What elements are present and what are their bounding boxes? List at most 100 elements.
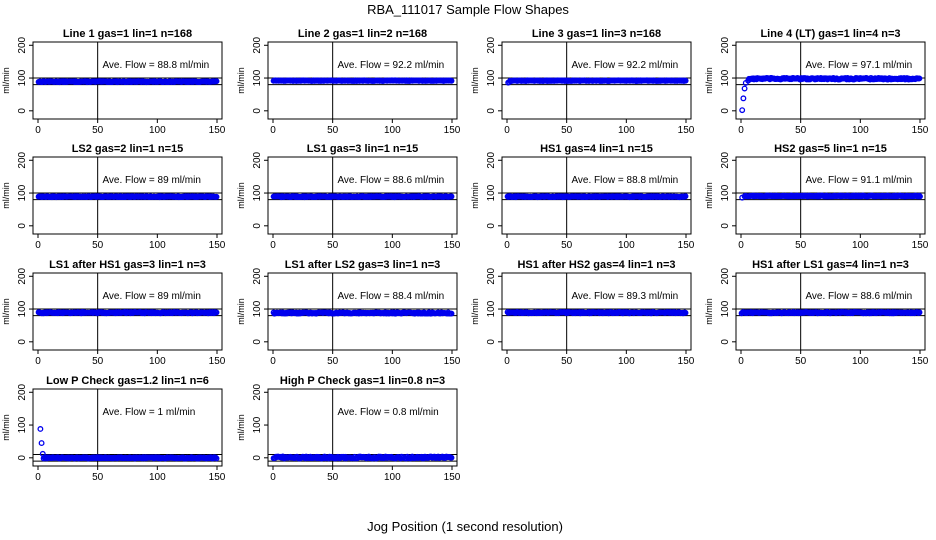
y-tick-label: 200 [486, 267, 497, 284]
y-tick-label: 200 [252, 383, 263, 400]
y-tick-label: 0 [17, 455, 28, 461]
ave-flow-annotation: Ave. Flow = 0.8 ml/min [337, 407, 438, 418]
panel: HS1 after HS2 gas=4 lin=1 n=3 0 50 100 150 0 1… [470, 259, 695, 367]
y-tick-label: 0 [252, 339, 263, 345]
x-tick-label: 150 [912, 240, 929, 251]
panel-title: LS2 gas=2 lin=1 n=15 [72, 143, 184, 155]
x-tick-label: 100 [852, 240, 869, 251]
plot-frame [267, 272, 458, 351]
data-point [682, 309, 689, 316]
x-tick-label: 50 [327, 356, 339, 367]
x-tick-label: 50 [795, 125, 807, 136]
data-points [739, 192, 923, 201]
y-tick-label: 100 [252, 184, 263, 201]
x-tick-label: 100 [852, 356, 869, 367]
panel: LS1 after HS1 gas=3 lin=1 n=3 0 50 100 150 0 1… [1, 259, 226, 367]
ave-flow-annotation: Ave. Flow = 88.8 ml/min [102, 60, 209, 71]
y-tick-label: 0 [486, 108, 497, 114]
x-tick-label: 50 [92, 356, 104, 367]
y-axis-label: ml/min [1, 414, 11, 441]
panel-title: Line 3 gas=1 lin=3 n=168 [532, 28, 661, 40]
y-axis-label: ml/min [704, 67, 714, 94]
x-tick-label: 100 [618, 240, 635, 251]
panel: LS2 gas=2 lin=1 n=15 0 50 100 150 0 100 200 ml/m… [1, 143, 226, 251]
x-tick-label: 100 [149, 125, 166, 136]
x-tick-label: 0 [504, 356, 510, 367]
y-axis-label: ml/min [470, 298, 480, 325]
x-tick-label: 100 [618, 356, 635, 367]
plot-frame [501, 41, 692, 120]
x-tick-label: 50 [327, 472, 339, 483]
x-tick-label: 0 [35, 125, 41, 136]
y-axis-label: ml/min [1, 298, 11, 325]
x-tick-label: 0 [270, 125, 276, 136]
panel-title: Line 1 gas=1 lin=1 n=168 [63, 28, 192, 40]
data-point [739, 107, 746, 114]
y-tick-label: 100 [720, 184, 731, 201]
ave-flow-annotation: Ave. Flow = 89.3 ml/min [571, 291, 678, 302]
y-tick-label: 200 [17, 36, 28, 53]
data-points [270, 309, 455, 317]
data-points [505, 77, 689, 86]
data-point [682, 193, 689, 200]
y-tick-label: 100 [17, 416, 28, 433]
y-tick-label: 200 [720, 151, 731, 168]
panel: Line 2 gas=1 lin=2 n=168 0 50 100 150 0 100 200… [236, 28, 461, 136]
plot-frame [267, 156, 458, 235]
x-tick-label: 0 [35, 472, 41, 483]
y-tick-label: 0 [252, 455, 263, 461]
data-point [212, 454, 219, 461]
y-tick-label: 100 [17, 300, 28, 317]
ave-flow-annotation: Ave. Flow = 88.4 ml/min [337, 291, 444, 302]
data-points [739, 74, 923, 114]
x-tick-label: 0 [504, 125, 510, 136]
y-axis-label: ml/min [236, 298, 246, 325]
data-point [448, 454, 455, 461]
y-axis-label: ml/min [704, 182, 714, 209]
y-tick-label: 0 [17, 223, 28, 229]
x-tick-label: 50 [561, 240, 573, 251]
panel-title: Line 4 (LT) gas=1 lin=4 n=3 [760, 28, 900, 40]
y-axis-label: ml/min [704, 298, 714, 325]
x-tick-label: 100 [149, 356, 166, 367]
x-tick-label: 50 [92, 125, 104, 136]
y-tick-label: 0 [252, 108, 263, 114]
y-tick-label: 0 [17, 108, 28, 114]
figure-title: RBA_111017 Sample Flow Shapes [367, 2, 569, 17]
figure-xlabel: Jog Position (1 second resolution) [367, 519, 563, 534]
panel: HS2 gas=5 lin=1 n=15 0 50 100 150 0 100 200 ml/m… [704, 143, 929, 251]
y-tick-label: 200 [252, 151, 263, 168]
data-point [740, 95, 747, 102]
x-tick-label: 0 [738, 356, 744, 367]
panel-title: High P Check gas=1 lin=0.8 n=3 [280, 375, 445, 387]
x-tick-label: 50 [92, 472, 104, 483]
ave-flow-annotation: Ave. Flow = 92.2 ml/min [337, 60, 444, 71]
x-tick-label: 150 [444, 125, 461, 136]
ave-flow-annotation: Ave. Flow = 88.6 ml/min [805, 291, 912, 302]
y-tick-label: 200 [252, 267, 263, 284]
y-tick-label: 0 [486, 339, 497, 345]
data-point [213, 78, 220, 85]
x-tick-label: 0 [270, 240, 276, 251]
ave-flow-annotation: Ave. Flow = 88.6 ml/min [337, 175, 444, 186]
panel: Low P Check gas=1.2 lin=1 n=6 0 50 100 150 0 1… [1, 375, 226, 483]
x-tick-label: 0 [504, 240, 510, 251]
ave-flow-annotation: Ave. Flow = 88.8 ml/min [571, 175, 678, 186]
data-point [448, 310, 455, 317]
x-tick-label: 150 [678, 240, 695, 251]
y-tick-label: 200 [17, 267, 28, 284]
x-tick-label: 100 [618, 125, 635, 136]
plot-frame [32, 41, 223, 120]
panel: LS1 after LS2 gas=3 lin=1 n=3 0 50 100 150 0 1… [236, 259, 461, 367]
x-tick-label: 0 [35, 356, 41, 367]
data-point [741, 85, 748, 92]
x-tick-label: 50 [92, 240, 104, 251]
x-tick-label: 150 [912, 356, 929, 367]
plot-frame [501, 156, 692, 235]
y-tick-label: 200 [720, 36, 731, 53]
panel-title: HS1 after HS2 gas=4 lin=1 n=3 [517, 259, 675, 271]
x-tick-label: 150 [678, 125, 695, 136]
data-points [35, 78, 220, 86]
y-tick-label: 0 [17, 339, 28, 345]
